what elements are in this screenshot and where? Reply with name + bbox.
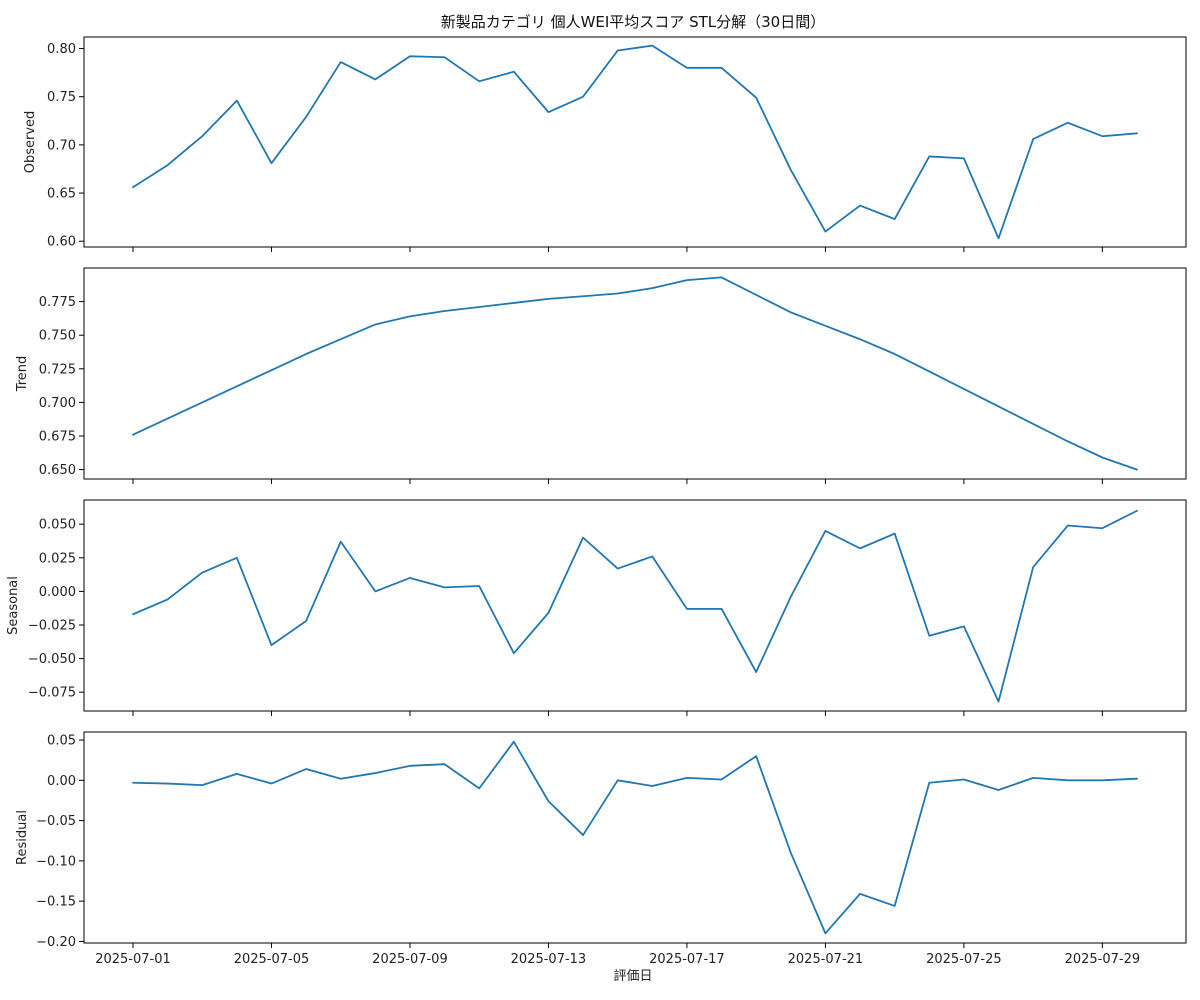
y-tick-label: 0.60 [47, 235, 76, 250]
plot-frame [83, 36, 1187, 248]
y-tick-label: 0.675 [39, 429, 76, 444]
y-tick-label: 0.750 [39, 329, 76, 344]
y-tick-label: 0.00 [47, 774, 76, 789]
y-tick-label: 0.025 [39, 551, 76, 566]
x-tick-label: 2025-07-25 [926, 952, 1002, 967]
x-tick-label: 2025-07-09 [372, 952, 448, 967]
x-axis-label: 評価日 [613, 969, 652, 984]
panel-observed: 0.60 0.65 0.70 0.75 0.80 Observed [23, 36, 1187, 252]
series-line-residual [132, 740, 1138, 935]
y-tick-label: 0.70 [47, 138, 76, 153]
y-tick-label: 0.65 [47, 187, 76, 202]
figure-title: 新製品カテゴリ 個人WEI平均スコア STL分解（30日間） [441, 13, 825, 31]
panels: 0.600.650.700.750.80Observed0.6500.6750.… [6, 36, 1187, 967]
series-line-trend [132, 276, 1138, 471]
y-tick-label: −0.05 [36, 814, 76, 829]
y-tick-label: 0.75 [47, 90, 76, 105]
panel-trend: 0.650 0.675 0.700 0.725 0.750 0.775 Trend [15, 267, 1187, 484]
x-tick-label: 2025-07-21 [788, 952, 864, 967]
plot-frame [83, 731, 1187, 944]
x-tick-label: 2025-07-01 [95, 952, 171, 967]
y-axis-label: Seasonal [6, 576, 21, 635]
y-tick-label: −0.025 [28, 618, 76, 633]
plot-frame [83, 267, 1187, 480]
y-tick-label: −0.050 [28, 652, 76, 667]
x-tick-label: 2025-07-13 [511, 952, 587, 967]
y-tick-label: −0.15 [36, 895, 76, 910]
y-tick-label: 0.05 [47, 734, 76, 749]
y-tick-label: 0.725 [39, 362, 76, 377]
y-tick-label: 0.700 [39, 396, 76, 411]
x-tick-label: 2025-07-29 [1065, 952, 1141, 967]
y-tick-label: 0.80 [47, 42, 76, 57]
plot-frame [83, 499, 1187, 712]
y-axis-label: Residual [15, 810, 30, 865]
panel-residual: 0.05 0.00 −0.05 −0.10 −0.15 −0.20 2025-07-01 20… [15, 731, 1187, 967]
series-line-observed [132, 44, 1138, 240]
panel-seasonal: 0.050 0.025 0.000 −0.025 −0.050 −0.075 Seasona… [6, 499, 1187, 716]
x-tick-label: 2025-07-17 [649, 952, 725, 967]
series-line-seasonal [132, 509, 1138, 703]
y-tick-label: −0.075 [28, 686, 76, 701]
y-tick-label: 0.000 [39, 585, 76, 600]
y-axis-label: Observed [23, 111, 38, 174]
y-tick-label: 0.775 [39, 295, 76, 310]
y-tick-label: 0.650 [39, 463, 76, 478]
y-axis-label: Trend [15, 356, 30, 393]
y-tick-label: −0.10 [36, 854, 76, 869]
y-tick-label: 0.050 [39, 518, 76, 533]
x-tick-label: 2025-07-05 [234, 952, 310, 967]
y-tick-label: −0.20 [36, 935, 76, 950]
